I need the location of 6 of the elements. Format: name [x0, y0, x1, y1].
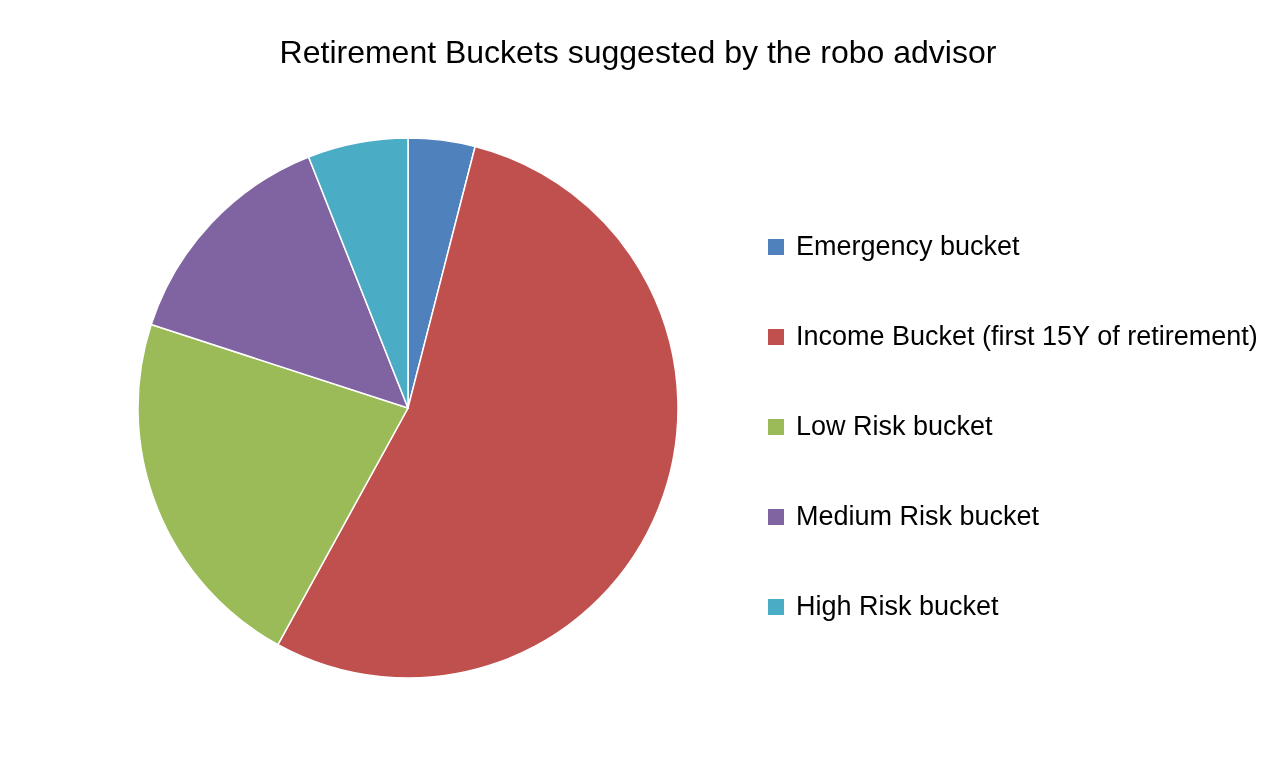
legend-label: Medium Risk bucket — [796, 501, 1040, 532]
chart-title: Retirement Buckets suggested by the robo advisor — [279, 34, 997, 70]
legend-label: Low Risk bucket — [796, 411, 994, 442]
legend-label: Income Bucket (first 15Y of retirement) — [796, 321, 1258, 352]
legend-label: Emergency bucket — [796, 231, 1021, 262]
legend-label: High Risk bucket — [796, 591, 1000, 622]
